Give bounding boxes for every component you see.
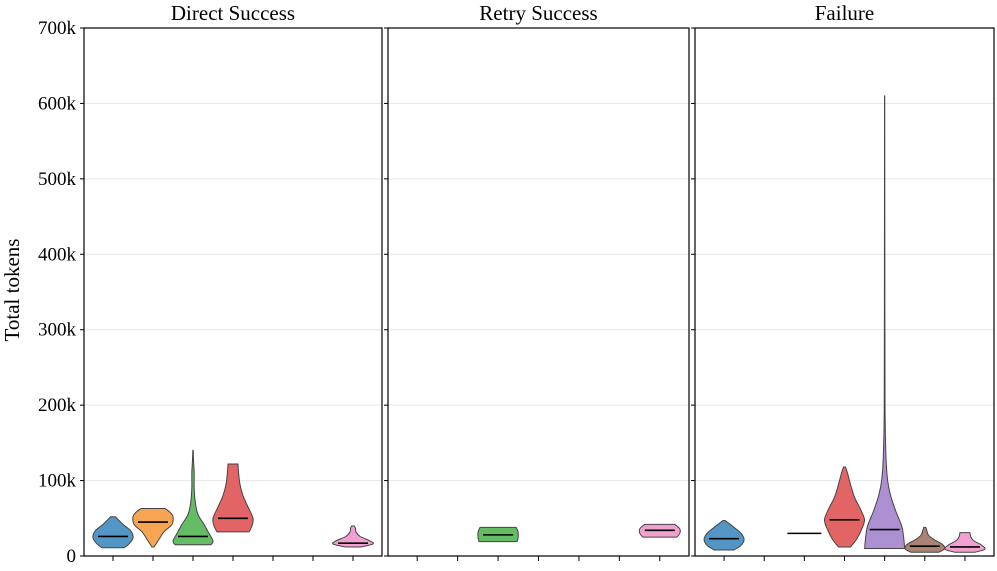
violin-body bbox=[212, 463, 254, 533]
y-tick-label: 500k bbox=[38, 169, 77, 190]
violin-body bbox=[703, 520, 745, 551]
y-tick-label: 400k bbox=[38, 244, 77, 265]
violin-body bbox=[823, 466, 866, 548]
panel-retry-success: Retry Success bbox=[384, 1, 690, 561]
panels-layer: Direct Success 0 100k 200k 300k 400k 500k 600k 7… bbox=[38, 1, 995, 567]
violin-body bbox=[944, 532, 986, 553]
panel-direct-success: Direct Success 0 100k 200k 300k 400k 500k 600k 7… bbox=[38, 1, 383, 567]
violin-body bbox=[92, 516, 134, 549]
y-tick-label: 200k bbox=[38, 395, 77, 416]
violin-body bbox=[132, 507, 174, 548]
panel-title: Failure bbox=[815, 1, 874, 25]
violin-body bbox=[864, 95, 906, 549]
panel-title: Retry Success bbox=[479, 1, 597, 25]
violin-body bbox=[172, 449, 214, 546]
panel-failure: Failure bbox=[691, 1, 995, 561]
violin-body bbox=[904, 526, 946, 553]
y-tick-label: 0 bbox=[67, 546, 77, 567]
violin-body bbox=[332, 525, 374, 548]
y-axis-label: Total tokens bbox=[0, 239, 24, 342]
panel-title: Direct Success bbox=[171, 1, 295, 25]
y-tick-label: 600k bbox=[38, 93, 77, 114]
y-tick-label: 700k bbox=[38, 18, 77, 39]
y-tick-label: 300k bbox=[38, 320, 77, 341]
panel-frame bbox=[387, 27, 690, 557]
y-tick-label: 100k bbox=[38, 471, 77, 492]
